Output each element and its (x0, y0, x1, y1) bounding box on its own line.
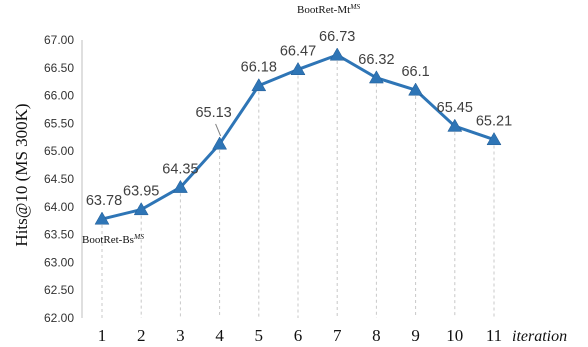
y-tick-label: 66.50 (44, 61, 74, 75)
data-point-marker (486, 132, 502, 146)
data-label: 66.18 (241, 60, 277, 76)
annotation-bootret-mt-main: BootRet-Mt (297, 4, 350, 16)
annotation-bootret-bs: BootRet-BsMS (82, 232, 144, 246)
annotation-bootret-mt: BootRet-MtMS (297, 2, 360, 16)
data-label: 66.47 (280, 43, 316, 59)
x-tick-label: 8 (372, 326, 381, 345)
data-label: 65.45 (437, 100, 473, 116)
x-tick-label: 2 (137, 326, 146, 345)
x-tick-label: 9 (411, 326, 420, 345)
y-axis-label: Hits@10 (MS 300K) (12, 103, 31, 246)
x-axis-label: iteration (512, 328, 567, 345)
y-tick-label: 62.50 (44, 283, 74, 297)
data-point-marker (172, 179, 188, 193)
x-tick-labels: 1 2 3 4 5 6 7 8 9 10 11 (98, 326, 502, 345)
x-tick-label: 6 (294, 326, 303, 345)
data-point-marker (447, 118, 463, 132)
y-tick-label: 66.00 (44, 89, 74, 103)
x-tick-label: 5 (255, 326, 264, 345)
data-point-marker (212, 136, 228, 150)
x-tick-label: 1 (98, 326, 107, 345)
data-label: 63.95 (123, 184, 159, 200)
data-label: 66.1 (401, 64, 429, 80)
y-tick-label: 63.50 (44, 228, 74, 242)
data-point-marker (133, 202, 149, 216)
drop-lines (101, 55, 495, 318)
data-point-marker (94, 211, 110, 225)
annotation-bootret-bs-sup: MS (133, 232, 144, 241)
x-tick-label: 11 (486, 326, 502, 345)
data-label: 66.73 (319, 29, 355, 45)
data-point-marker (251, 78, 267, 92)
y-tick-label: 63.00 (44, 255, 74, 269)
annotation-leader-line (215, 123, 222, 137)
data-label: 64.35 (162, 161, 198, 177)
data-label: 66.32 (358, 52, 394, 68)
data-point-marker (408, 82, 424, 96)
x-tick-label: 10 (446, 326, 463, 345)
x-tick-label: 3 (176, 326, 185, 345)
data-label: 63.78 (86, 193, 122, 209)
data-point-marker (290, 61, 306, 75)
data-point-marker (329, 47, 345, 61)
data-point-marker (368, 70, 384, 84)
annotation-bootret-bs-main: BootRet-Bs (82, 234, 134, 246)
y-tick-label: 62.00 (44, 311, 74, 325)
series-markers (94, 47, 502, 225)
annotations: BootRet-BsMS BootRet-MtMS (82, 2, 360, 246)
y-tick-label: 65.00 (44, 144, 74, 158)
y-tick-labels: 62.00 62.50 63.00 63.50 64.00 64.50 65.00 65.50… (44, 33, 74, 325)
y-tick-label: 65.50 (44, 116, 74, 130)
x-tick-label: 4 (215, 326, 224, 345)
x-tick-label: 7 (333, 326, 342, 345)
annotation-bootret-mt-sup: MS (349, 2, 360, 11)
data-label: 65.21 (476, 114, 512, 130)
y-tick-label: 67.00 (44, 33, 74, 47)
y-tick-label: 64.50 (44, 172, 74, 186)
data-label: 65.13 (195, 105, 231, 121)
y-tick-label: 64.00 (44, 200, 74, 214)
